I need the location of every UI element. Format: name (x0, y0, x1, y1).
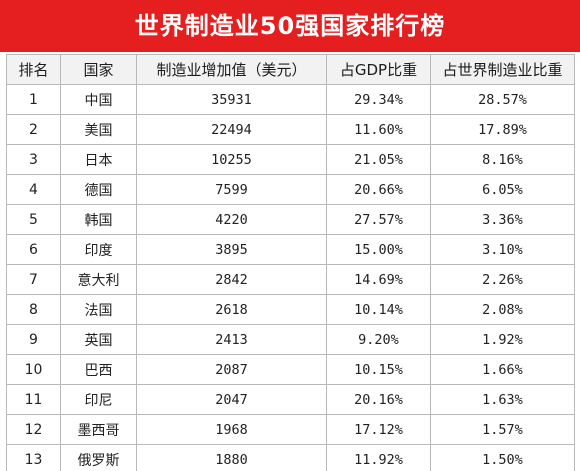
country-cell: 日本 (60, 144, 137, 175)
rank-cell: 11 (6, 384, 61, 415)
table-row: 9 英国 2413 9.20% 1.92% (6, 324, 575, 355)
table-row: 12 墨西哥 1968 17.12% 1.57% (6, 414, 575, 445)
world-share-cell: 17.89% (430, 114, 575, 145)
world-share-cell: 3.10% (430, 234, 575, 265)
rank-cell: 5 (6, 204, 61, 235)
country-cell: 韩国 (60, 204, 137, 235)
table-row: 10 巴西 2087 10.15% 1.66% (6, 354, 575, 385)
gdp-share-cell: 11.92% (326, 444, 431, 471)
gdp-share-cell: 14.69% (326, 264, 431, 295)
world-share-cell: 1.50% (430, 444, 575, 471)
country-cell: 巴西 (60, 354, 137, 385)
table-header-row: 排名 国家 制造业增加值（美元） 占GDP比重 占世界制造业比重 (6, 54, 575, 85)
world-share-cell: 28.57% (430, 84, 575, 115)
value-cell: 1880 (136, 444, 327, 471)
page-title: 世界制造业50强国家排行榜 (0, 0, 580, 52)
rank-cell: 2 (6, 114, 61, 145)
gdp-share-cell: 9.20% (326, 324, 431, 355)
rank-cell: 10 (6, 354, 61, 385)
country-cell: 英国 (60, 324, 137, 355)
value-cell: 3895 (136, 234, 327, 265)
value-cell: 35931 (136, 84, 327, 115)
rank-cell: 12 (6, 414, 61, 445)
table-row: 11 印尼 2047 20.16% 1.63% (6, 384, 575, 415)
gdp-share-cell: 20.66% (326, 174, 431, 205)
gdp-share-cell: 15.00% (326, 234, 431, 265)
table-row: 1 中国 35931 29.34% 28.57% (6, 84, 575, 115)
country-cell: 中国 (60, 84, 137, 115)
header-gdp-share: 占GDP比重 (326, 54, 431, 85)
world-share-cell: 1.57% (430, 414, 575, 445)
gdp-share-cell: 10.15% (326, 354, 431, 385)
world-share-cell: 1.63% (430, 384, 575, 415)
table-row: 3 日本 10255 21.05% 8.16% (6, 144, 575, 175)
header-world-share: 占世界制造业比重 (430, 54, 575, 85)
rank-cell: 13 (6, 444, 61, 471)
rank-cell: 1 (6, 84, 61, 115)
world-share-cell: 8.16% (430, 144, 575, 175)
gdp-share-cell: 11.60% (326, 114, 431, 145)
value-cell: 2047 (136, 384, 327, 415)
world-share-cell: 2.08% (430, 294, 575, 325)
world-share-cell: 6.05% (430, 174, 575, 205)
gdp-share-cell: 10.14% (326, 294, 431, 325)
world-share-cell: 1.66% (430, 354, 575, 385)
table-row: 4 德国 7599 20.66% 6.05% (6, 174, 575, 205)
country-cell: 墨西哥 (60, 414, 137, 445)
table-row: 7 意大利 2842 14.69% 2.26% (6, 264, 575, 295)
value-cell: 2842 (136, 264, 327, 295)
country-cell: 德国 (60, 174, 137, 205)
table-row: 5 韩国 4220 27.57% 3.36% (6, 204, 575, 235)
value-cell: 2413 (136, 324, 327, 355)
rank-cell: 7 (6, 264, 61, 295)
rank-cell: 3 (6, 144, 61, 175)
country-cell: 意大利 (60, 264, 137, 295)
gdp-share-cell: 17.12% (326, 414, 431, 445)
rank-cell: 6 (6, 234, 61, 265)
rank-cell: 8 (6, 294, 61, 325)
gdp-share-cell: 29.34% (326, 84, 431, 115)
country-cell: 印尼 (60, 384, 137, 415)
world-share-cell: 1.92% (430, 324, 575, 355)
table-row: 2 美国 22494 11.60% 17.89% (6, 114, 575, 145)
value-cell: 7599 (136, 174, 327, 205)
header-rank: 排名 (6, 54, 61, 85)
value-cell: 22494 (136, 114, 327, 145)
gdp-share-cell: 20.16% (326, 384, 431, 415)
table-row: 13 俄罗斯 1880 11.92% 1.50% (6, 444, 575, 471)
value-cell: 1968 (136, 414, 327, 445)
table-row: 8 法国 2618 10.14% 2.08% (6, 294, 575, 325)
country-cell: 美国 (60, 114, 137, 145)
ranking-table: 排名 国家 制造业增加值（美元） 占GDP比重 占世界制造业比重 1 中国 35… (6, 54, 575, 471)
gdp-share-cell: 21.05% (326, 144, 431, 175)
value-cell: 2618 (136, 294, 327, 325)
country-cell: 印度 (60, 234, 137, 265)
table-row: 6 印度 3895 15.00% 3.10% (6, 234, 575, 265)
country-cell: 俄罗斯 (60, 444, 137, 471)
rank-cell: 9 (6, 324, 61, 355)
world-share-cell: 2.26% (430, 264, 575, 295)
header-value: 制造业增加值（美元） (136, 54, 327, 85)
world-share-cell: 3.36% (430, 204, 575, 235)
value-cell: 10255 (136, 144, 327, 175)
gdp-share-cell: 27.57% (326, 204, 431, 235)
value-cell: 2087 (136, 354, 327, 385)
header-country: 国家 (60, 54, 137, 85)
value-cell: 4220 (136, 204, 327, 235)
country-cell: 法国 (60, 294, 137, 325)
rank-cell: 4 (6, 174, 61, 205)
